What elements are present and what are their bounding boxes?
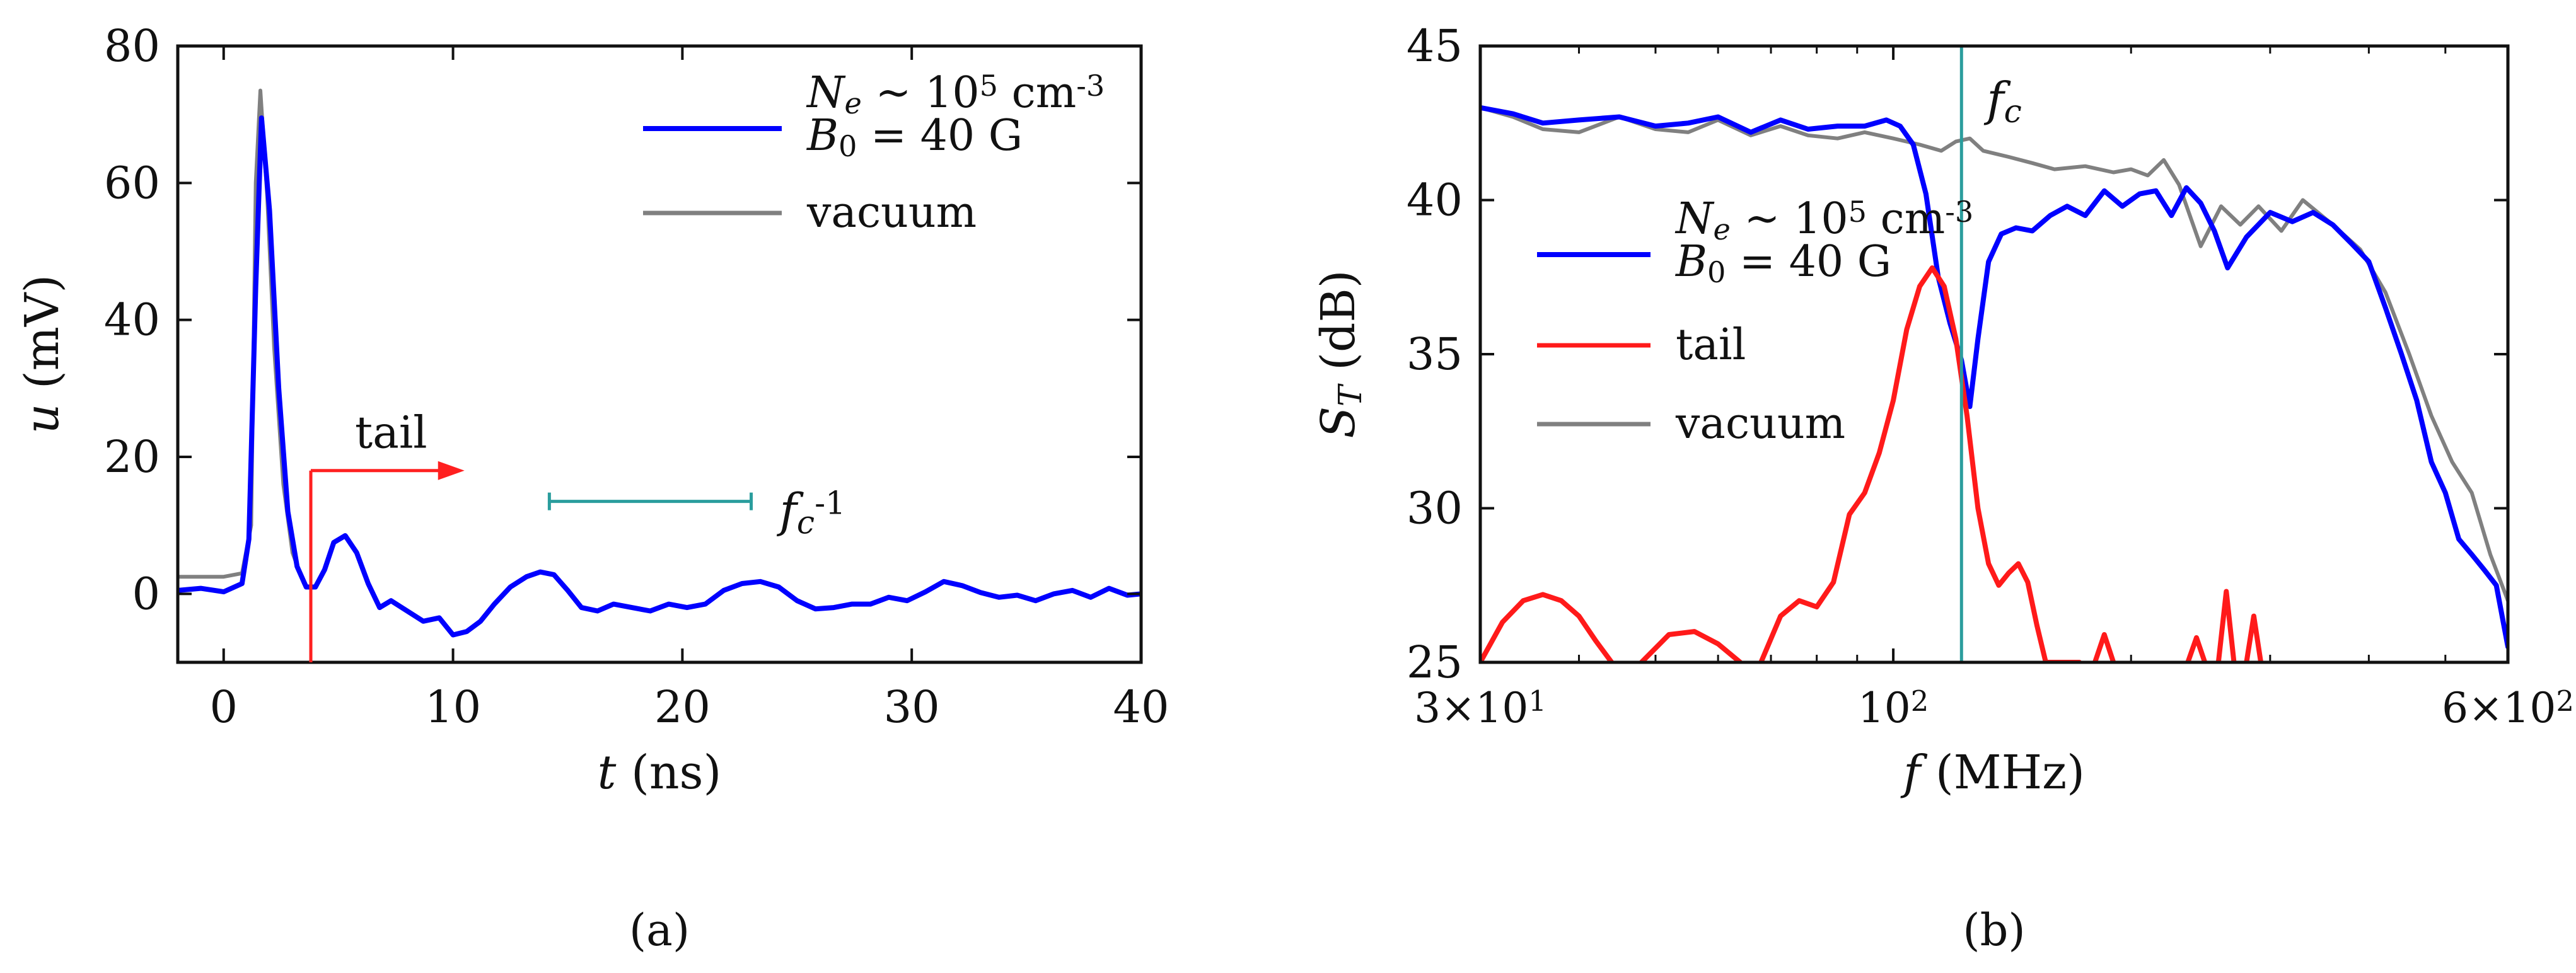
legend-label-tail: tail — [1676, 320, 1746, 370]
legend-label-vacuum: vacuum — [806, 188, 977, 238]
legend: Ne ~ 105 cm-3B0 = 40 G vacuum — [643, 68, 1105, 238]
legend-label-field: B0 = 40 G — [1674, 237, 1891, 289]
series-line-tail-2 — [1758, 265, 2082, 662]
series-line-plasma — [1480, 105, 2508, 650]
y-tick-label: 35 — [1407, 328, 1463, 380]
series-line-tail-3 — [2092, 632, 2116, 662]
series-line-plasma — [178, 115, 1141, 638]
x-axis-label: f (MHz) — [1900, 746, 2085, 800]
panel-a: 0 10 20 30 40 0 20 40 60 80 t (ns) u (mV) Ne ~ 105 c… — [15, 20, 1169, 956]
series-line-vacuum — [1480, 105, 2508, 603]
panel-label: (a) — [629, 904, 690, 956]
x-tick-label: 40 — [1113, 681, 1169, 733]
legend: Ne ~ 105 cm-3B0 = 40 G tail vacuum — [1537, 194, 1973, 449]
x-tick-label: 0 — [209, 681, 238, 733]
y-tick-label: 40 — [104, 294, 160, 346]
panel-label: (b) — [1963, 904, 2025, 956]
legend-label-field: B0 = 40 G — [806, 111, 1023, 163]
plot-frame — [176, 44, 1143, 664]
x-tick-label: 102 — [1858, 684, 1929, 732]
x-tick-label: 20 — [654, 681, 711, 733]
legend-label-density: Ne ~ 105 cm-3 — [806, 68, 1105, 120]
x-tick-label: 6×102 — [2442, 684, 2574, 732]
x-tick-label: 3×101 — [1414, 684, 1546, 732]
y-tick-label: 20 — [104, 431, 160, 483]
y-tick-label: 25 — [1407, 636, 1463, 688]
tail-annotation-label: tail — [355, 407, 427, 459]
y-tick-label: 30 — [1407, 483, 1463, 534]
series-line-vacuum — [178, 88, 306, 585]
plot-area — [1480, 105, 2508, 662]
series-line-tail-5 — [2215, 589, 2237, 662]
period-annotation-label: fc-1 — [777, 484, 846, 541]
y-tick-label: 80 — [104, 20, 160, 72]
x-tick-label: 30 — [884, 681, 940, 733]
y-axis-label: u (mV) — [15, 275, 69, 434]
y-tick-label: 45 — [1407, 20, 1463, 72]
y-tick-label: 40 — [1407, 175, 1463, 226]
series-line-tail-0 — [1480, 592, 1615, 662]
y-axis-label: ST (dB) — [1311, 270, 1369, 438]
x-tick-label: 10 — [425, 681, 481, 733]
series-line-tail-1 — [1639, 629, 1743, 662]
legend-label-density: Ne ~ 105 cm-3 — [1674, 194, 1973, 246]
fc-label: fc — [1983, 72, 2022, 130]
series-line-tail-6 — [2244, 613, 2264, 662]
y-tick-label: 60 — [104, 157, 160, 209]
tail-arrow-head — [438, 461, 465, 480]
series-line-tail-4 — [2185, 635, 2208, 662]
panel-b: fc 3×101 102 6×102 25 30 35 40 45 f (MHz) ST (dB) N… — [1311, 20, 2574, 956]
legend-label-vacuum: vacuum — [1675, 399, 1845, 449]
x-axis-label: t (ns) — [598, 746, 722, 800]
y-tick-label: 0 — [132, 568, 160, 619]
plot-area — [178, 88, 1141, 638]
